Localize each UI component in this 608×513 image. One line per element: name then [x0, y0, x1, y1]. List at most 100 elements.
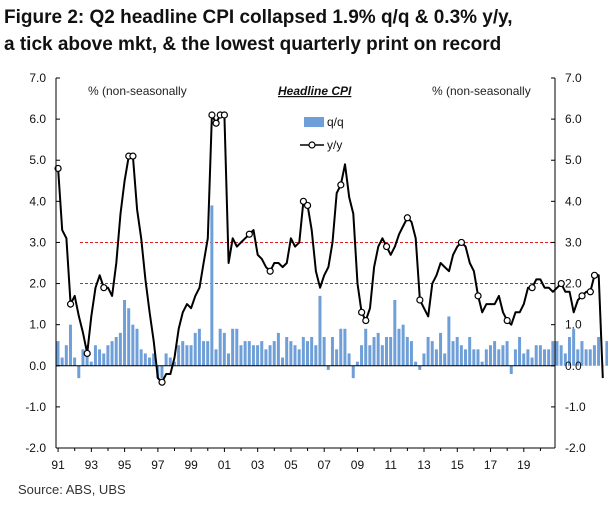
qq-bar — [305, 341, 309, 366]
x-tick-label: 17 — [484, 458, 498, 472]
qq-bar — [289, 341, 293, 366]
qq-bar — [206, 341, 210, 366]
y-tick-label-left: 2.0 — [29, 277, 46, 291]
qq-bar — [559, 345, 563, 366]
qq-bar — [60, 357, 64, 366]
qq-bar — [339, 328, 343, 366]
y-tick-label-left: 7.0 — [29, 71, 46, 85]
qq-bar — [380, 345, 384, 366]
qq-bar — [351, 365, 355, 379]
qq-bar — [347, 353, 351, 366]
qq-bar — [459, 345, 463, 366]
yy-point — [54, 164, 62, 173]
qq-bar — [418, 365, 422, 370]
x-tick-label: 95 — [118, 458, 132, 472]
qq-bar — [555, 341, 559, 366]
qq-bar — [181, 341, 185, 366]
yy-point — [503, 316, 511, 325]
qq-bar — [451, 341, 455, 366]
yy-point — [457, 238, 466, 247]
qq-bar — [239, 345, 243, 366]
y-tick-label-right: -1.0 — [565, 400, 586, 414]
y-tick-label-left: 0.0 — [29, 359, 46, 373]
tick-labels: 7.0 7.0 6.0 6.0 5.0 5.0 4.0 4.0 3.0 3.0 2.0 2.0 1.0 1… — [25, 71, 586, 472]
qq-bar — [364, 328, 368, 366]
yy-line — [54, 111, 604, 386]
y-tick-label-right: -2.0 — [565, 441, 586, 455]
qq-bar — [355, 361, 359, 366]
qq-bar — [102, 353, 106, 366]
qq-bar — [106, 345, 110, 366]
x-tick-label: 03 — [251, 458, 265, 472]
qq-bar — [360, 345, 364, 366]
qq-bar — [68, 324, 72, 366]
qq-bar — [522, 353, 526, 366]
qq-bar — [476, 349, 480, 366]
yy-point — [358, 308, 366, 316]
qq-bar — [318, 295, 322, 366]
qq-bar — [534, 345, 538, 366]
yy-point — [66, 300, 75, 308]
yy-point — [245, 230, 253, 238]
qq-bar — [143, 353, 147, 366]
y-tick-label-left: 6.0 — [29, 112, 46, 126]
qq-bar — [414, 361, 418, 366]
qq-bar — [501, 345, 505, 366]
yy-point — [266, 267, 274, 275]
y-tick-label-left: 1.0 — [29, 318, 46, 332]
x-tick-label: 05 — [284, 458, 298, 472]
legend-yy-label: y/y — [327, 138, 342, 152]
yy-point — [474, 292, 482, 300]
qq-bar — [177, 345, 181, 366]
qq-bar — [409, 341, 413, 366]
yy-point — [220, 111, 229, 119]
yy-point — [382, 242, 391, 251]
x-tick-label: 09 — [351, 458, 365, 472]
qq-bar — [81, 349, 85, 366]
qq-bar — [393, 300, 397, 366]
x-tick-label: 11 — [385, 458, 398, 472]
yy-point — [528, 284, 536, 292]
qq-bar — [401, 324, 405, 366]
qq-bar — [160, 365, 164, 379]
qq-bar — [513, 349, 517, 366]
qq-bar — [493, 341, 497, 366]
qq-bar — [426, 337, 430, 366]
qq-bar — [210, 205, 214, 366]
x-tick-label: 93 — [85, 458, 99, 472]
qq-bar — [293, 345, 297, 366]
qq-bar — [131, 324, 135, 366]
qq-bar — [439, 332, 443, 366]
qq-bar — [152, 353, 156, 366]
qq-bar — [222, 332, 226, 366]
chart-title: Headline CPI — [278, 84, 352, 98]
x-tick-label: 19 — [517, 458, 531, 472]
right-unit-note: % (non-seasonally — [432, 84, 531, 98]
qq-bar — [73, 357, 77, 366]
qq-bar — [235, 328, 239, 366]
qq-bar — [114, 337, 118, 366]
qq-bar — [243, 341, 247, 366]
qq-bar — [193, 332, 197, 366]
yy-point — [578, 292, 586, 300]
yy-point — [403, 214, 411, 222]
qq-bar — [197, 328, 201, 366]
qq-bar — [218, 328, 222, 366]
qq-bar — [285, 337, 289, 366]
qq-bar — [580, 341, 584, 366]
qq-bar — [272, 341, 276, 366]
qq-bar — [368, 345, 372, 366]
qq-bar — [592, 345, 596, 366]
qq-bar — [567, 337, 571, 366]
left-unit-note: % (non-seasonally — [88, 84, 187, 98]
qq-bar — [468, 337, 472, 366]
qq-bar — [202, 341, 206, 366]
qq-bar — [405, 337, 409, 366]
qq-bar — [530, 357, 534, 366]
qq-bar — [518, 337, 522, 366]
y-tick-label-left: -2.0 — [25, 441, 46, 455]
qq-bar — [551, 341, 555, 366]
x-tick-label: 15 — [451, 458, 465, 472]
qq-bar — [89, 361, 93, 366]
